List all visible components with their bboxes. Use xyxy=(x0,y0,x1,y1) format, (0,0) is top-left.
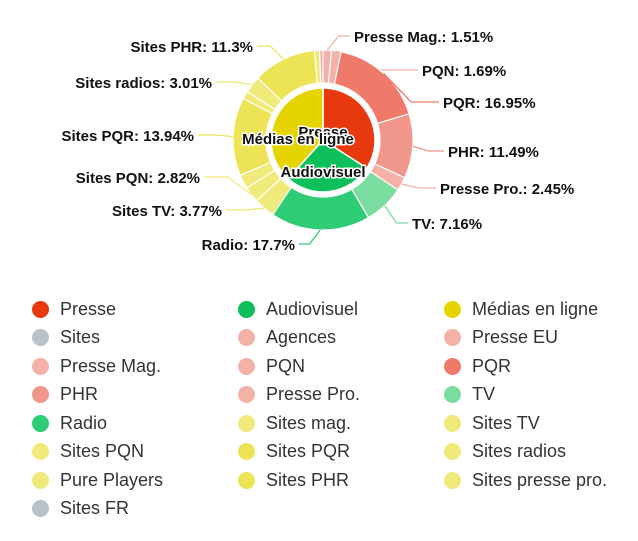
legend-label: Audiovisuel xyxy=(266,298,359,319)
legend-item-phr[interactable]: PHR xyxy=(26,384,232,407)
legend-marker xyxy=(444,300,461,318)
legend-item-pqr[interactable]: PQR xyxy=(438,355,626,378)
legend-item-presse-pro[interactable]: Presse Pro. xyxy=(232,384,438,407)
legend-marker xyxy=(32,329,49,347)
legend-item-sites-mag[interactable]: Sites mag. xyxy=(232,412,438,435)
inner-slice-audiovisuel[interactable] xyxy=(287,139,368,193)
legend-label: Presse Mag. xyxy=(60,355,162,376)
data-label-radio: Radio: 17.7% xyxy=(202,237,295,254)
legend-marker xyxy=(444,443,461,461)
connector-pqr xyxy=(383,73,439,103)
legend-item-agences[interactable]: Agences xyxy=(232,327,438,350)
legend-item-presse[interactable]: Presse xyxy=(26,298,232,321)
connector-presse-mag xyxy=(326,35,350,51)
data-label-sites-tv: Sites TV: 3.77% xyxy=(112,203,222,220)
legend-marker xyxy=(444,357,461,375)
connector-tv xyxy=(384,205,408,224)
legend-item-presse-mag[interactable]: Presse Mag. xyxy=(26,355,232,378)
legend-item-presse-eu[interactable]: Presse EU xyxy=(438,327,626,350)
legend-marker xyxy=(32,471,49,489)
legend-item-audiovisuel[interactable]: Audiovisuel xyxy=(232,298,438,321)
legend-label: Presse Pro. xyxy=(266,384,361,405)
legend-item-radio[interactable]: Radio xyxy=(26,412,232,435)
legend-marker xyxy=(238,471,255,489)
legend-marker xyxy=(32,357,49,375)
chart-legend: Presse Audiovisuel Médias en ligne Sites Age… xyxy=(26,298,626,520)
legend-label: Médias en ligne xyxy=(472,298,599,319)
legend-marker xyxy=(32,414,49,432)
legend-label: Agences xyxy=(266,327,337,348)
data-label-sites-pqn: Sites PQN: 2.82% xyxy=(76,170,200,187)
legend-label: Sites TV xyxy=(472,412,540,433)
data-label-tv: TV: 7.16% xyxy=(412,216,482,233)
legend-marker xyxy=(32,386,49,404)
connector-sites-radios xyxy=(216,81,253,86)
legend-marker xyxy=(32,443,49,461)
legend-label: Sites radios xyxy=(472,441,567,462)
data-label-sites-phr: Sites PHR: 11.3% xyxy=(130,39,253,56)
data-label-sites-pqr: Sites PQR: 13.94% xyxy=(61,128,194,145)
data-label-presse-mag: Presse Mag.: 1.51% xyxy=(354,29,493,46)
legend-item-tv[interactable]: TV xyxy=(438,384,626,407)
inner-slice-medias-en-ligne[interactable] xyxy=(270,87,324,180)
connector-radio xyxy=(299,229,321,245)
legend-item-sites[interactable]: Sites xyxy=(26,327,232,350)
legend-marker xyxy=(238,443,255,461)
legend-marker xyxy=(32,500,49,518)
outer-slice-presse-eu[interactable] xyxy=(318,49,324,84)
legend-marker xyxy=(238,357,255,375)
legend-label: Presse xyxy=(60,298,117,319)
legend-label: Sites PQR xyxy=(266,441,351,462)
legend-label: PQR xyxy=(472,355,512,376)
legend-label: PQN xyxy=(266,355,306,376)
legend-marker xyxy=(238,329,255,347)
legend-marker xyxy=(444,471,461,489)
connector-sites-pqr xyxy=(198,134,234,138)
legend-item-sites-pqn[interactable]: Sites PQN xyxy=(26,441,232,464)
legend-label: Sites FR xyxy=(60,498,130,519)
legend-label: Sites xyxy=(60,327,101,348)
legend-marker xyxy=(238,386,255,404)
legend-marker xyxy=(444,386,461,404)
data-label-pqr: PQR: 16.95% xyxy=(443,95,536,112)
legend-item-sites-presse-pro[interactable]: Sites presse pro. xyxy=(438,469,626,492)
legend-item-sites-phr[interactable]: Sites PHR xyxy=(232,469,438,492)
legend-label: Sites PHR xyxy=(266,469,350,490)
legend-item-sites-fr[interactable]: Sites FR xyxy=(26,498,232,521)
connector-sites-pqn xyxy=(204,176,252,196)
legend-marker xyxy=(444,329,461,347)
legend-label: Radio xyxy=(60,412,108,433)
inner-label-medias-en-ligne: Médias en ligne xyxy=(242,131,354,148)
legend-label: Sites presse pro. xyxy=(472,469,608,490)
chart-canvas: Presse Mag.: 1.51% PQN: 1.69% PQR: 16.95% P… xyxy=(61,29,574,254)
legend-item-sites-pqr[interactable]: Sites PQR xyxy=(232,441,438,464)
legend-item-pure-players[interactable]: Pure Players xyxy=(26,469,232,492)
legend-label: PHR xyxy=(60,384,99,405)
connector-sites-phr xyxy=(257,45,284,60)
legend-label: Presse EU xyxy=(472,327,559,348)
legend-label: Sites PQN xyxy=(60,441,145,462)
legend-marker xyxy=(238,414,255,432)
inner-label-audiovisuel: Audiovisuel xyxy=(280,164,365,181)
legend-item-sites-radios[interactable]: Sites radios xyxy=(438,441,626,464)
legend-marker xyxy=(238,300,255,318)
connector-sites-tv xyxy=(226,207,265,211)
legend-label: Sites mag. xyxy=(266,412,352,433)
data-label-pqn: PQN: 1.69% xyxy=(422,63,506,80)
legend-marker xyxy=(444,414,461,432)
data-label-phr: PHR: 11.49% xyxy=(448,144,539,161)
data-label-sites-radios: Sites radios: 3.01% xyxy=(75,75,212,92)
legend-marker xyxy=(32,300,49,318)
inner-label-presse: Presse xyxy=(298,124,347,141)
connector-presse-pro xyxy=(401,183,436,189)
legend-label: TV xyxy=(472,384,496,405)
legend-item-medias-en-ligne[interactable]: Médias en ligne xyxy=(438,298,626,321)
legend-item-sites-tv[interactable]: Sites TV xyxy=(438,412,626,435)
legend-item-pqn[interactable]: PQN xyxy=(232,355,438,378)
legend-label: Pure Players xyxy=(60,469,164,490)
data-label-presse-pro: Presse Pro.: 2.45% xyxy=(440,181,574,198)
connector-phr xyxy=(412,145,444,152)
